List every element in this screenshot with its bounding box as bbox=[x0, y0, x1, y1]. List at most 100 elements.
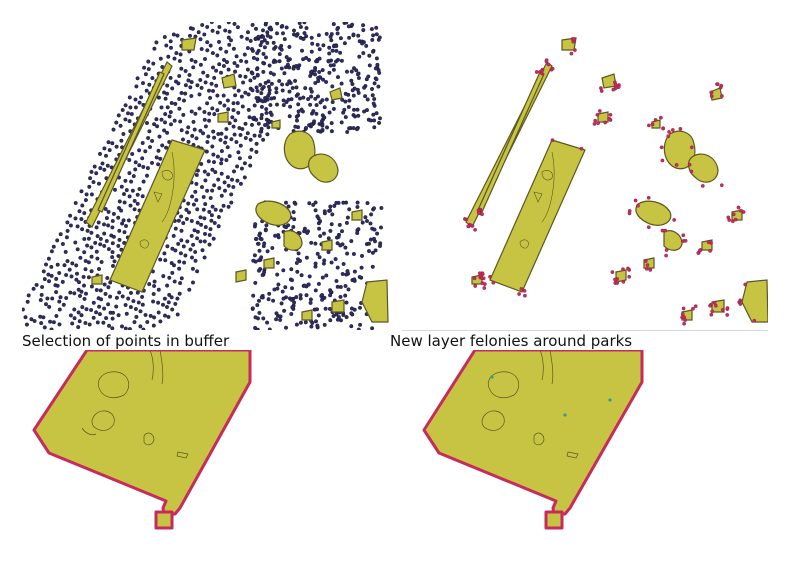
crime-point bbox=[224, 60, 229, 65]
crime-point bbox=[345, 215, 350, 220]
crime-point bbox=[349, 69, 354, 74]
crime-point bbox=[379, 225, 384, 230]
crime-point bbox=[370, 93, 375, 98]
felony-point bbox=[709, 94, 714, 99]
crime-point bbox=[86, 236, 91, 241]
crime-point bbox=[102, 243, 107, 248]
crime-point bbox=[177, 74, 182, 79]
crime-point bbox=[338, 36, 343, 41]
crime-point bbox=[350, 82, 355, 87]
crime-point bbox=[76, 287, 81, 292]
crime-point bbox=[209, 22, 214, 24]
crime-point bbox=[186, 125, 191, 130]
crime-point bbox=[73, 216, 78, 221]
crime-point bbox=[243, 90, 248, 95]
felony-point bbox=[490, 375, 494, 379]
crime-point bbox=[272, 46, 277, 51]
crime-point bbox=[267, 327, 272, 330]
crime-point bbox=[254, 141, 259, 146]
crime-point bbox=[82, 296, 87, 301]
crime-point bbox=[274, 86, 279, 91]
felony-point bbox=[710, 309, 715, 314]
felony-point bbox=[482, 286, 487, 290]
crime-point bbox=[255, 57, 260, 62]
crime-point bbox=[64, 272, 69, 277]
crime-point bbox=[219, 208, 224, 213]
crime-point bbox=[374, 77, 379, 82]
crime-point bbox=[141, 164, 146, 169]
crime-point bbox=[189, 218, 194, 223]
crime-point bbox=[253, 26, 258, 31]
crime-point bbox=[377, 70, 382, 75]
crime-point bbox=[217, 186, 222, 191]
crime-point bbox=[203, 124, 208, 129]
crime-point bbox=[351, 251, 356, 256]
crime-point bbox=[140, 302, 145, 307]
crime-point bbox=[140, 194, 145, 199]
crime-point bbox=[207, 111, 212, 116]
felony-point bbox=[731, 212, 736, 217]
crime-point bbox=[248, 163, 253, 168]
crime-point bbox=[89, 230, 94, 235]
crime-point bbox=[175, 296, 180, 301]
crime-point bbox=[335, 265, 340, 270]
felony-point bbox=[480, 281, 485, 285]
crime-point bbox=[238, 132, 243, 137]
crime-point bbox=[309, 35, 314, 40]
crime-point bbox=[288, 104, 293, 109]
crime-point bbox=[276, 235, 281, 240]
crime-point bbox=[212, 183, 217, 188]
crime-point bbox=[248, 137, 253, 142]
crime-point bbox=[281, 296, 286, 301]
felony-point bbox=[544, 59, 549, 64]
crime-point bbox=[327, 110, 332, 115]
crime-point bbox=[209, 213, 214, 218]
crime-point bbox=[54, 290, 59, 295]
felony-point bbox=[636, 203, 640, 208]
crime-point bbox=[132, 320, 137, 325]
crime-point bbox=[307, 274, 312, 279]
crime-point bbox=[273, 59, 278, 64]
crime-point bbox=[252, 75, 257, 80]
felony-point bbox=[659, 145, 664, 150]
crime-point bbox=[121, 192, 126, 197]
crime-point bbox=[313, 241, 318, 246]
crime-point bbox=[367, 53, 372, 58]
crime-point bbox=[292, 28, 297, 33]
crime-point bbox=[309, 70, 314, 75]
crime-point bbox=[287, 44, 292, 49]
crime-point bbox=[250, 306, 255, 311]
crime-point bbox=[277, 52, 282, 57]
crime-point bbox=[98, 236, 103, 241]
crime-point bbox=[316, 33, 321, 38]
crime-point bbox=[116, 215, 121, 220]
felony-point bbox=[522, 288, 527, 293]
caption-left: Selection of points in buffer bbox=[22, 332, 230, 350]
crime-point bbox=[332, 203, 337, 208]
crime-point bbox=[340, 242, 345, 247]
crime-point bbox=[347, 126, 352, 131]
crime-point bbox=[294, 295, 299, 300]
crime-point bbox=[200, 248, 205, 253]
crime-point bbox=[32, 319, 37, 324]
crime-point bbox=[68, 290, 73, 295]
crime-point bbox=[76, 310, 81, 315]
crime-point bbox=[261, 69, 266, 74]
crime-point bbox=[266, 125, 271, 130]
crime-point bbox=[308, 300, 313, 305]
crime-point bbox=[119, 138, 124, 143]
crime-point bbox=[57, 307, 62, 312]
crime-point bbox=[75, 224, 80, 229]
felony-point bbox=[644, 266, 649, 271]
crime-point bbox=[256, 298, 261, 303]
crime-point bbox=[374, 56, 379, 61]
crime-point bbox=[123, 326, 128, 330]
crime-point bbox=[173, 248, 178, 253]
crime-point bbox=[205, 48, 210, 53]
crime-point bbox=[147, 282, 152, 287]
crime-point bbox=[156, 148, 161, 153]
crime-point bbox=[150, 76, 155, 81]
crime-point bbox=[218, 70, 223, 75]
crime-point bbox=[42, 277, 47, 282]
crime-point bbox=[137, 100, 142, 105]
